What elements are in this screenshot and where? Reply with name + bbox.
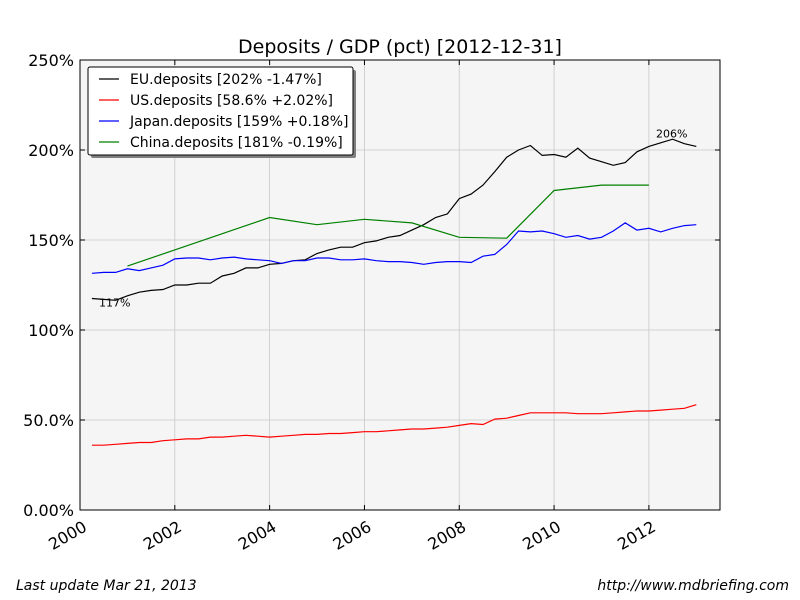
legend-box — [87, 66, 354, 156]
series-line-3 — [127, 184, 649, 267]
value-annotation: 206% — [656, 127, 687, 140]
y-tick-label: 250% — [28, 51, 74, 70]
source-url-text: http://www.mdbriefing.com — [597, 578, 789, 594]
series-line-0 — [91, 138, 697, 301]
value-annotation: 117% — [99, 297, 130, 310]
x-tick-label: 2006 — [330, 517, 375, 554]
x-tick-label: 2002 — [140, 517, 185, 554]
series-lines — [91, 138, 697, 446]
legend-label: US.deposits [58.6% +2.02%] — [130, 93, 333, 109]
plot-frame — [79, 59, 721, 511]
series-line-2 — [91, 222, 697, 274]
annotations: 117% 206% — [99, 127, 687, 309]
x-tick-label: 2000 — [45, 517, 90, 554]
y-tick-label: 100% — [28, 321, 74, 340]
x-tick-label: 2004 — [235, 517, 280, 554]
chart-title: Deposits / GDP (pct) [2012-12-31] — [238, 36, 562, 58]
y-tick-label: 0.00% — [23, 501, 74, 520]
x-tick-label: 2012 — [614, 517, 659, 554]
series-line-1 — [91, 404, 697, 446]
last-update-text: Last update Mar 21, 2013 — [16, 578, 197, 594]
y-tick-label: 150% — [28, 231, 74, 250]
legend-label: China.deposits [181% -0.19%] — [130, 135, 343, 151]
legend-label: EU.deposits [202% -1.47%] — [130, 72, 322, 88]
legend: EU.deposits [202% -1.47%] US.deposits [58… — [87, 66, 356, 158]
y-tick-label: 50.0% — [23, 411, 74, 430]
legend-label: Japan.deposits [159% +0.18%] — [129, 114, 348, 130]
y-tick-label: 200% — [28, 141, 74, 160]
x-tick-label: 2010 — [519, 517, 564, 554]
x-tick-label: 2008 — [424, 517, 469, 554]
